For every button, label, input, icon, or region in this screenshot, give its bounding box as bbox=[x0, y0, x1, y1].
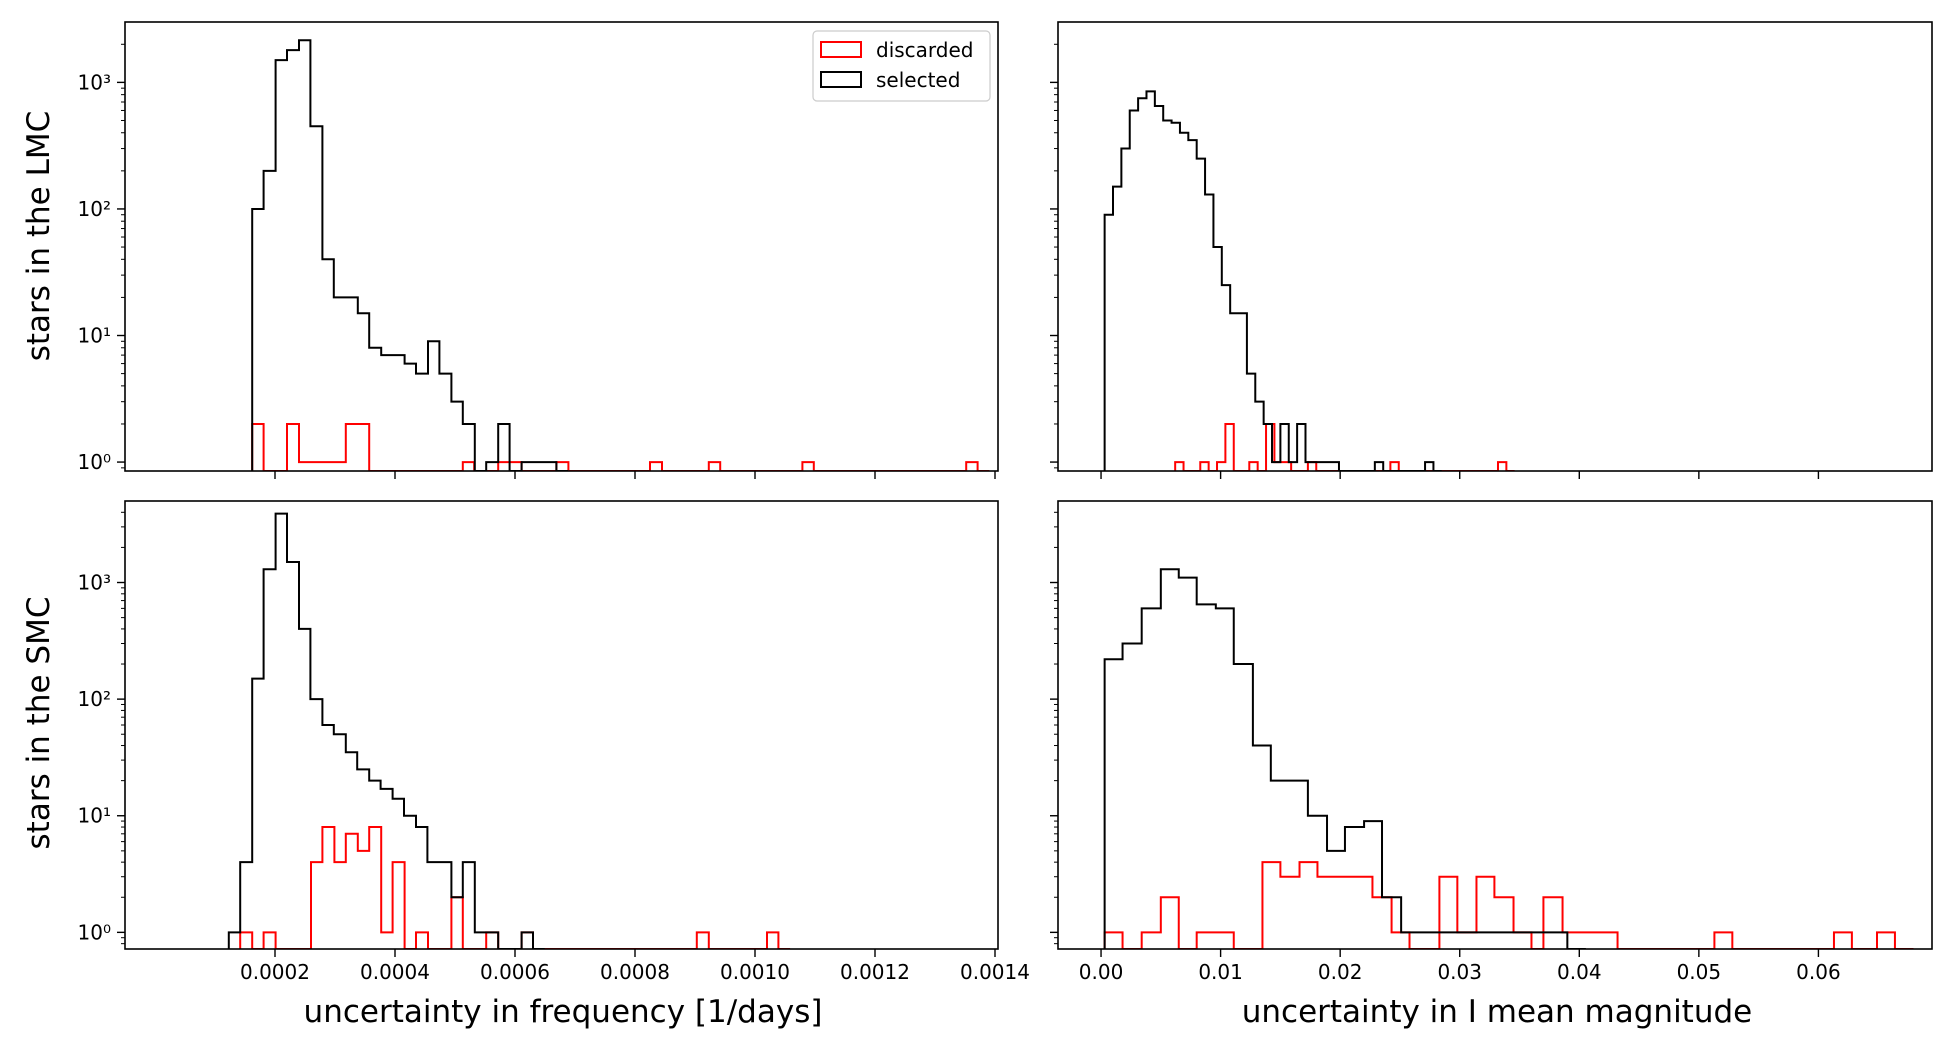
x-tick-label: 0.0002 bbox=[240, 960, 310, 984]
x-tick-label: 0.06 bbox=[1796, 960, 1841, 984]
legend-swatch-discarded bbox=[820, 41, 862, 58]
legend-box bbox=[812, 30, 991, 102]
x-tick-label: 0.0014 bbox=[960, 960, 1030, 984]
legend-swatch-selected bbox=[820, 71, 862, 88]
x-tick-label: 0.0010 bbox=[720, 960, 790, 984]
x-tick-label: 0.0004 bbox=[360, 960, 430, 984]
series-selected-step bbox=[251, 39, 569, 471]
x-tick-label: 0.00 bbox=[1079, 960, 1124, 984]
series-discarded-step bbox=[1174, 422, 1515, 471]
x-tick-label: 0.04 bbox=[1557, 960, 1602, 984]
x-tick-label: 0.05 bbox=[1677, 960, 1722, 984]
y-tick-label: 10⁰ bbox=[78, 450, 111, 474]
series-discarded-step bbox=[1103, 861, 1914, 949]
x-axis-label-magnitude: uncertainty in I mean magnitude bbox=[1242, 994, 1753, 1030]
row-label-lmc: stars in the LMC bbox=[21, 111, 57, 362]
y-tick-label: 10¹ bbox=[78, 324, 111, 348]
y-tick-label: 10³ bbox=[78, 70, 111, 94]
x-tick-label: 0.0008 bbox=[600, 960, 670, 984]
y-tick-label: 10³ bbox=[78, 571, 111, 595]
legend: discarded selected bbox=[812, 30, 991, 102]
x-axis-label-frequency: uncertainty in frequency [1/days] bbox=[304, 994, 823, 1030]
series-selected-step bbox=[227, 512, 545, 949]
y-tick-label: 10² bbox=[78, 687, 111, 711]
panel-smc-magnitude: 0.00 0.01 0.02 0.03 0.04 0.05 0.06 bbox=[1050, 500, 1933, 984]
legend-label-selected: selected bbox=[876, 68, 960, 92]
y-tick-label: 10¹ bbox=[78, 804, 111, 828]
x-tick-label: 0.0006 bbox=[480, 960, 550, 984]
axes-frame bbox=[124, 21, 999, 472]
panel-smc-frequency: 0.0002 0.0004 0.0006 0.0008 0.0010 0.0012 0.00… bbox=[78, 500, 1030, 984]
x-tick-label: 0.02 bbox=[1318, 960, 1363, 984]
x-tick-label: 0.03 bbox=[1437, 960, 1482, 984]
panel-lmc-magnitude bbox=[1050, 21, 1933, 479]
axes-frame bbox=[1057, 21, 1933, 472]
legend-label-discarded: discarded bbox=[876, 38, 974, 62]
series-selected-step bbox=[1103, 568, 1586, 949]
series-discarded-step bbox=[239, 826, 791, 949]
y-tick-label: 10² bbox=[78, 197, 111, 221]
panel-lmc-frequency: 10⁰ 10¹ 10² 10³ bbox=[78, 21, 999, 479]
row-label-smc: stars in the SMC bbox=[21, 597, 57, 850]
x-tick-label: 0.01 bbox=[1198, 960, 1243, 984]
series-selected-step bbox=[1103, 90, 1442, 471]
y-tick-label: 10⁰ bbox=[78, 920, 111, 944]
series-discarded-step bbox=[251, 422, 990, 471]
x-tick-label: 0.0012 bbox=[840, 960, 910, 984]
